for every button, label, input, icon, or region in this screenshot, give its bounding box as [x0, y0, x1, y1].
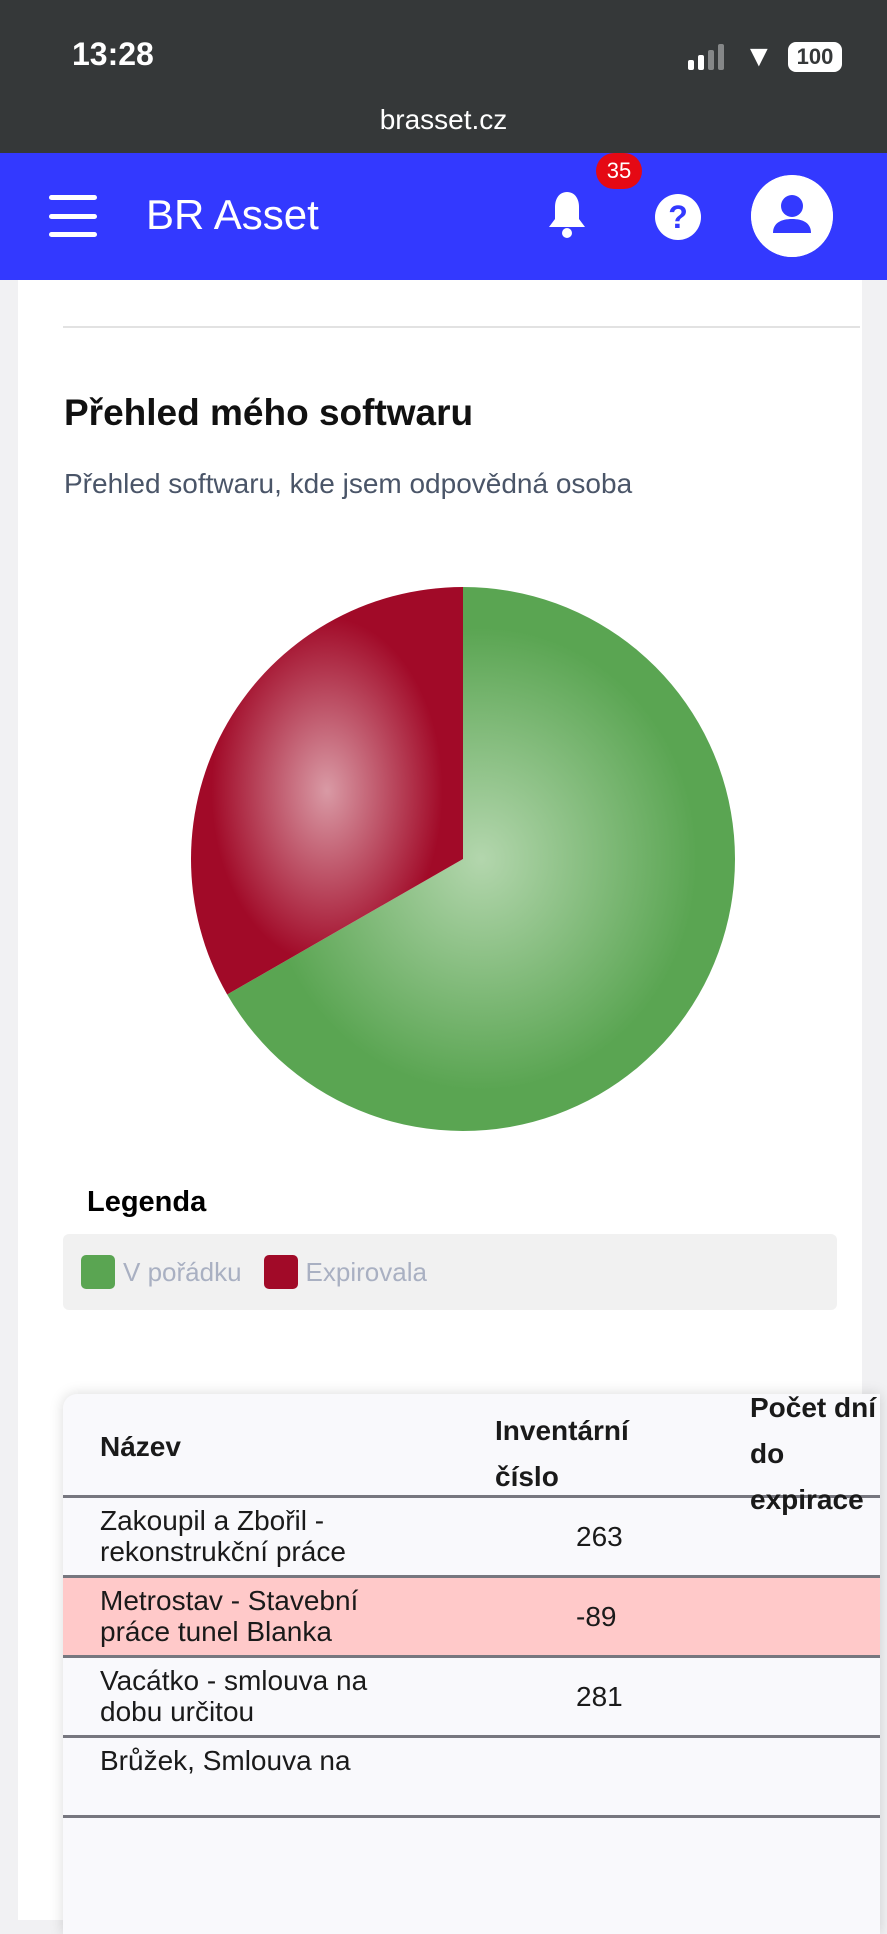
row-name: Brůžek, Smlouva na [100, 1745, 351, 1776]
bell-icon[interactable] [546, 189, 588, 241]
software-table: Název Inventární číslo Počet dní do expir… [63, 1394, 880, 1934]
table-row[interactable]: Vacátko - smlouva na dobu určitou 281 [63, 1658, 880, 1738]
help-icon[interactable]: ? [655, 194, 701, 240]
column-header-days[interactable]: Počet dní do expirace [750, 1394, 877, 1515]
row-days: 263 [576, 1521, 623, 1552]
legend-item-ok[interactable]: V pořádku [81, 1255, 242, 1289]
content-card: Přehled mého softwaru Přehled softwaru, … [18, 280, 880, 1934]
address-bar[interactable]: brasset.cz [379, 104, 508, 135]
header-line: Inventární [495, 1415, 629, 1446]
legend-label: Expirovala [305, 1256, 427, 1287]
app-title[interactable]: BR Asset [146, 191, 319, 238]
menu-icon[interactable] [49, 195, 97, 237]
legend: V pořádku Expirovala [63, 1234, 837, 1310]
row-days: -89 [576, 1601, 617, 1632]
legend-swatch [263, 1255, 298, 1289]
legend-item-expired[interactable]: Expirovala [263, 1255, 427, 1289]
wifi-icon: ▼ [744, 40, 774, 73]
pie-slice-ok[interactable] [227, 587, 735, 1131]
app-header: BR Asset 35 ? [0, 153, 887, 280]
legend-label: V pořádku [123, 1256, 242, 1287]
signal-icon [688, 44, 724, 70]
legend-swatch [81, 1255, 115, 1289]
page-subtitle: Přehled softwaru, kde jsem odpovědná oso… [64, 468, 633, 499]
notification-badge: 35 [596, 153, 642, 189]
pie-chart [190, 587, 735, 1131]
page-title: Přehled mého softwaru [64, 392, 474, 433]
column-header-name[interactable]: Název [100, 1431, 181, 1462]
user-avatar-icon[interactable] [751, 175, 833, 257]
row-days: 281 [576, 1681, 623, 1712]
table-row[interactable]: Metrostav - Stavební práce tunel Blanka -… [63, 1578, 880, 1658]
table-row[interactable]: Zakoupil a Zbořil - rekonstrukční práce 2… [63, 1498, 880, 1578]
pie-slice-expired[interactable] [190, 587, 463, 995]
row-name: Zakoupil a Zbořil - rekonstrukční práce [100, 1505, 346, 1567]
table-row[interactable]: Brůžek, Smlouva na [63, 1738, 880, 1818]
table-header: Název Inventární číslo Počet dní do expir… [63, 1394, 880, 1515]
row-name: Vacátko - smlouva na dobu určitou [100, 1665, 368, 1727]
status-bar: 13:28 ▼ 100 brasset.cz [0, 0, 887, 153]
header-line: číslo [495, 1461, 559, 1492]
row-name: Metrostav - Stavební práce tunel Blanka [100, 1585, 359, 1647]
column-header-inventory[interactable]: Inventární číslo [495, 1408, 629, 1500]
battery-icon: 100 [788, 42, 842, 72]
clock: 13:28 [72, 36, 154, 72]
legend-title: Legenda [87, 1186, 207, 1218]
divider [63, 326, 860, 328]
